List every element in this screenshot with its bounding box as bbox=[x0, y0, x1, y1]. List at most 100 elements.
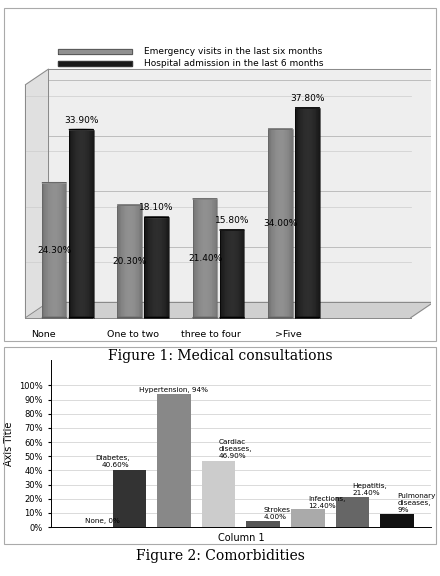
Polygon shape bbox=[74, 130, 75, 317]
Text: Pulmonary
diseases,
9%: Pulmonary diseases, 9% bbox=[397, 493, 436, 513]
Polygon shape bbox=[56, 183, 57, 317]
Polygon shape bbox=[129, 205, 130, 317]
Ellipse shape bbox=[117, 204, 142, 206]
Polygon shape bbox=[157, 217, 158, 317]
Polygon shape bbox=[118, 205, 119, 317]
Polygon shape bbox=[124, 205, 125, 317]
Polygon shape bbox=[304, 108, 305, 317]
Text: Infections,
12.40%: Infections, 12.40% bbox=[308, 495, 345, 509]
Polygon shape bbox=[274, 129, 275, 317]
Polygon shape bbox=[160, 217, 161, 317]
Polygon shape bbox=[290, 129, 291, 317]
Polygon shape bbox=[300, 108, 301, 317]
Polygon shape bbox=[234, 230, 235, 317]
Polygon shape bbox=[203, 199, 204, 317]
Polygon shape bbox=[137, 205, 138, 317]
Polygon shape bbox=[53, 183, 54, 317]
Polygon shape bbox=[50, 183, 51, 317]
Text: 15.80%: 15.80% bbox=[215, 216, 249, 225]
Polygon shape bbox=[228, 230, 229, 317]
Polygon shape bbox=[308, 108, 309, 317]
Polygon shape bbox=[72, 130, 73, 317]
Polygon shape bbox=[145, 217, 146, 317]
Polygon shape bbox=[73, 130, 74, 317]
Polygon shape bbox=[130, 205, 131, 317]
Polygon shape bbox=[125, 205, 126, 317]
Bar bbox=[291, 510, 325, 527]
Polygon shape bbox=[133, 205, 134, 317]
Text: Strokes
4.00%: Strokes 4.00% bbox=[263, 507, 290, 520]
Text: Diabetes,
40.60%: Diabetes, 40.60% bbox=[95, 454, 129, 468]
Ellipse shape bbox=[117, 317, 142, 318]
Bar bbox=[157, 394, 191, 527]
Polygon shape bbox=[49, 183, 50, 317]
Polygon shape bbox=[167, 217, 168, 317]
Polygon shape bbox=[215, 199, 216, 317]
Polygon shape bbox=[163, 217, 164, 317]
Text: 21.40%: 21.40% bbox=[188, 254, 222, 263]
Polygon shape bbox=[146, 217, 147, 317]
Polygon shape bbox=[165, 217, 166, 317]
Polygon shape bbox=[216, 199, 217, 317]
Polygon shape bbox=[195, 199, 196, 317]
Polygon shape bbox=[197, 199, 198, 317]
Ellipse shape bbox=[268, 129, 293, 130]
Polygon shape bbox=[26, 69, 48, 317]
Polygon shape bbox=[292, 129, 293, 317]
Polygon shape bbox=[291, 129, 292, 317]
Polygon shape bbox=[88, 130, 89, 317]
Polygon shape bbox=[158, 217, 159, 317]
Bar bbox=[381, 514, 414, 527]
Polygon shape bbox=[80, 130, 81, 317]
Polygon shape bbox=[161, 217, 162, 317]
Polygon shape bbox=[280, 129, 281, 317]
Polygon shape bbox=[283, 129, 284, 317]
Polygon shape bbox=[148, 217, 149, 317]
Polygon shape bbox=[312, 108, 313, 317]
Polygon shape bbox=[122, 205, 123, 317]
Polygon shape bbox=[214, 199, 215, 317]
Polygon shape bbox=[127, 205, 128, 317]
Polygon shape bbox=[65, 183, 66, 317]
Polygon shape bbox=[289, 129, 290, 317]
Polygon shape bbox=[59, 183, 60, 317]
Polygon shape bbox=[200, 199, 201, 317]
Polygon shape bbox=[229, 230, 230, 317]
Polygon shape bbox=[156, 217, 157, 317]
Polygon shape bbox=[207, 199, 208, 317]
Polygon shape bbox=[147, 217, 148, 317]
Polygon shape bbox=[76, 130, 77, 317]
Polygon shape bbox=[297, 108, 298, 317]
Polygon shape bbox=[168, 217, 169, 317]
Polygon shape bbox=[89, 130, 90, 317]
Polygon shape bbox=[78, 130, 79, 317]
Polygon shape bbox=[75, 130, 76, 317]
Polygon shape bbox=[276, 129, 277, 317]
Text: Figure 2: Comorbidities: Figure 2: Comorbidities bbox=[136, 550, 304, 563]
Polygon shape bbox=[319, 108, 320, 317]
Polygon shape bbox=[305, 108, 306, 317]
Polygon shape bbox=[242, 230, 243, 317]
Polygon shape bbox=[243, 230, 244, 317]
Polygon shape bbox=[317, 108, 318, 317]
Polygon shape bbox=[232, 230, 233, 317]
Polygon shape bbox=[138, 205, 139, 317]
Y-axis label: Axis Title: Axis Title bbox=[4, 421, 14, 466]
Polygon shape bbox=[279, 129, 280, 317]
Polygon shape bbox=[226, 230, 227, 317]
Polygon shape bbox=[42, 183, 43, 317]
Polygon shape bbox=[201, 199, 202, 317]
Polygon shape bbox=[131, 205, 132, 317]
Polygon shape bbox=[193, 199, 194, 317]
Ellipse shape bbox=[268, 317, 293, 318]
Polygon shape bbox=[126, 205, 127, 317]
Ellipse shape bbox=[193, 317, 217, 318]
Polygon shape bbox=[316, 108, 317, 317]
Polygon shape bbox=[199, 199, 200, 317]
Polygon shape bbox=[69, 130, 70, 317]
Polygon shape bbox=[86, 130, 87, 317]
Ellipse shape bbox=[144, 217, 169, 218]
Polygon shape bbox=[162, 217, 163, 317]
Text: 37.80%: 37.80% bbox=[290, 94, 325, 103]
Text: 34.00%: 34.00% bbox=[263, 219, 297, 228]
